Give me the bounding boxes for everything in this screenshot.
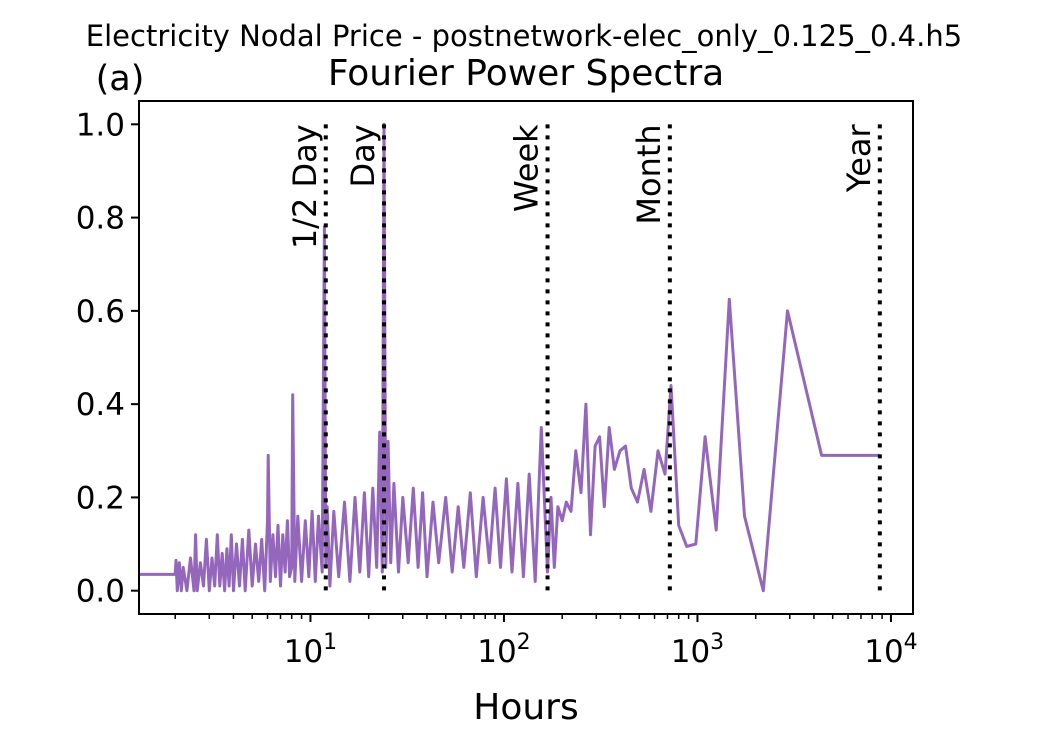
x-tick-label: 103 xyxy=(671,630,724,670)
x-axis-label: Hours xyxy=(473,687,578,728)
series-line-0 xyxy=(139,122,880,593)
plot-clipped-group xyxy=(139,122,880,593)
y-tick-label: 0.0 xyxy=(76,574,125,610)
reference-line-label: Day xyxy=(344,124,382,187)
axes-ticks: 0.0 0.2 0.4 0.6 0.8 1.0 101 102 103 104 xyxy=(76,107,918,670)
x-tick-label: 102 xyxy=(477,630,530,670)
y-tick-label: 0.4 xyxy=(76,387,125,423)
chart-title: Fourier Power Spectra xyxy=(328,53,724,94)
reference-line-label: 1/2 Day xyxy=(286,124,324,249)
reference-line-label: Year xyxy=(840,123,878,193)
y-tick-label: 1.0 xyxy=(76,107,125,143)
figure-suptitle: Electricity Nodal Price - postnetwork-el… xyxy=(86,19,962,53)
panel-label: (a) xyxy=(96,59,145,99)
y-tick-label: 0.6 xyxy=(76,294,125,330)
plot-frame xyxy=(138,100,914,615)
plot-area: 1/2 Day Day Week Month Year xyxy=(139,122,882,593)
x-tick-label: 101 xyxy=(284,630,337,670)
reference-line-label: Week xyxy=(508,124,546,212)
x-tick-label: 104 xyxy=(864,630,917,670)
y-tick-label: 0.8 xyxy=(76,201,125,237)
y-tick-label: 0.2 xyxy=(76,480,125,516)
reference-line-label: Month xyxy=(630,124,668,224)
